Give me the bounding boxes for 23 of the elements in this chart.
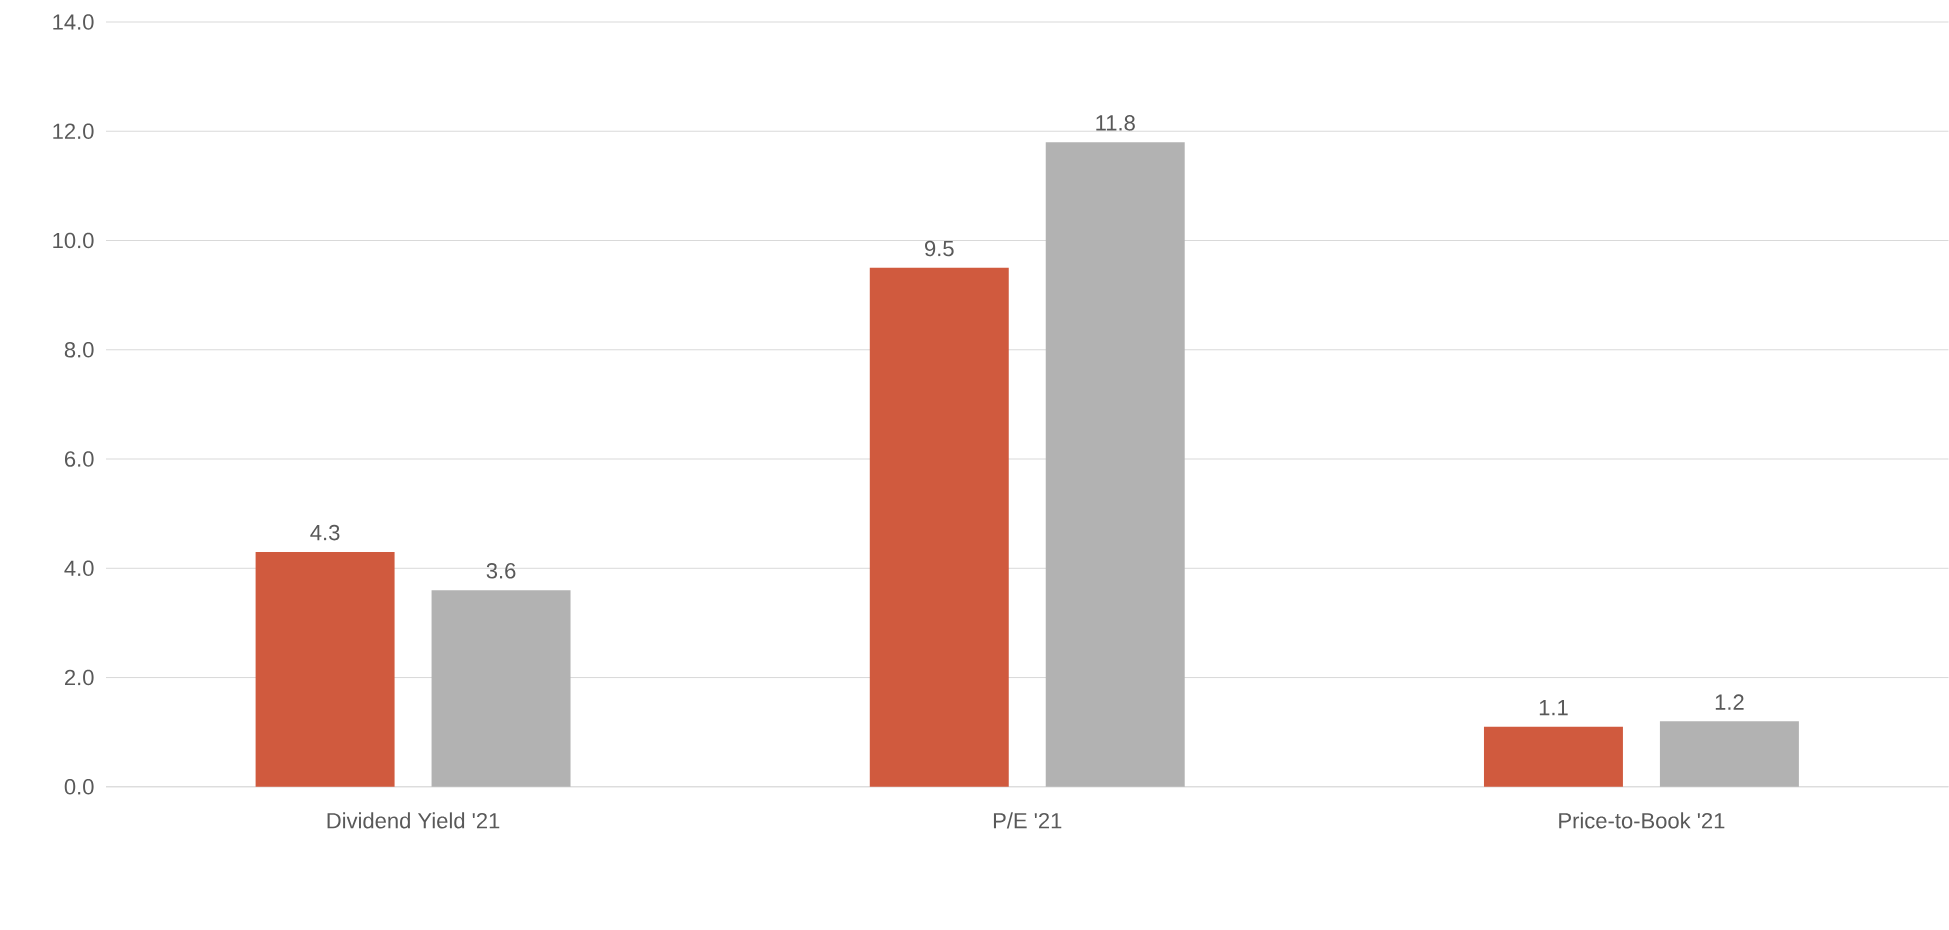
bar [1483, 726, 1623, 787]
data-label: 4.3 [310, 524, 340, 541]
bar [255, 552, 395, 787]
y-tick-label: 14.0 [53, 14, 94, 30]
x-tick-label: Price-to-Book '21 [1559, 812, 1725, 829]
bar [1659, 721, 1799, 787]
data-label: 11.8 [1096, 115, 1135, 131]
y-tick-label: 0.0 [64, 779, 94, 795]
data-label: 1.2 [1715, 694, 1744, 710]
bar [1045, 142, 1185, 787]
y-tick-label: 2.0 [64, 669, 94, 686]
y-tick-label: 8.0 [64, 342, 94, 358]
y-tick-label: 12.0 [53, 123, 94, 140]
bar [431, 590, 571, 787]
y-tick-label: 6.0 [64, 451, 94, 467]
data-label: 1.1 [1539, 700, 1568, 716]
x-tick-label: Dividend Yield '21 [327, 812, 500, 829]
y-tick-label: 10.0 [53, 232, 94, 249]
x-tick-label: P/E '21 [993, 812, 1062, 829]
data-label: 9.5 [925, 240, 954, 257]
y-tick-label: 4.0 [64, 560, 94, 577]
data-label: 3.6 [486, 563, 516, 579]
bar [869, 267, 1009, 787]
